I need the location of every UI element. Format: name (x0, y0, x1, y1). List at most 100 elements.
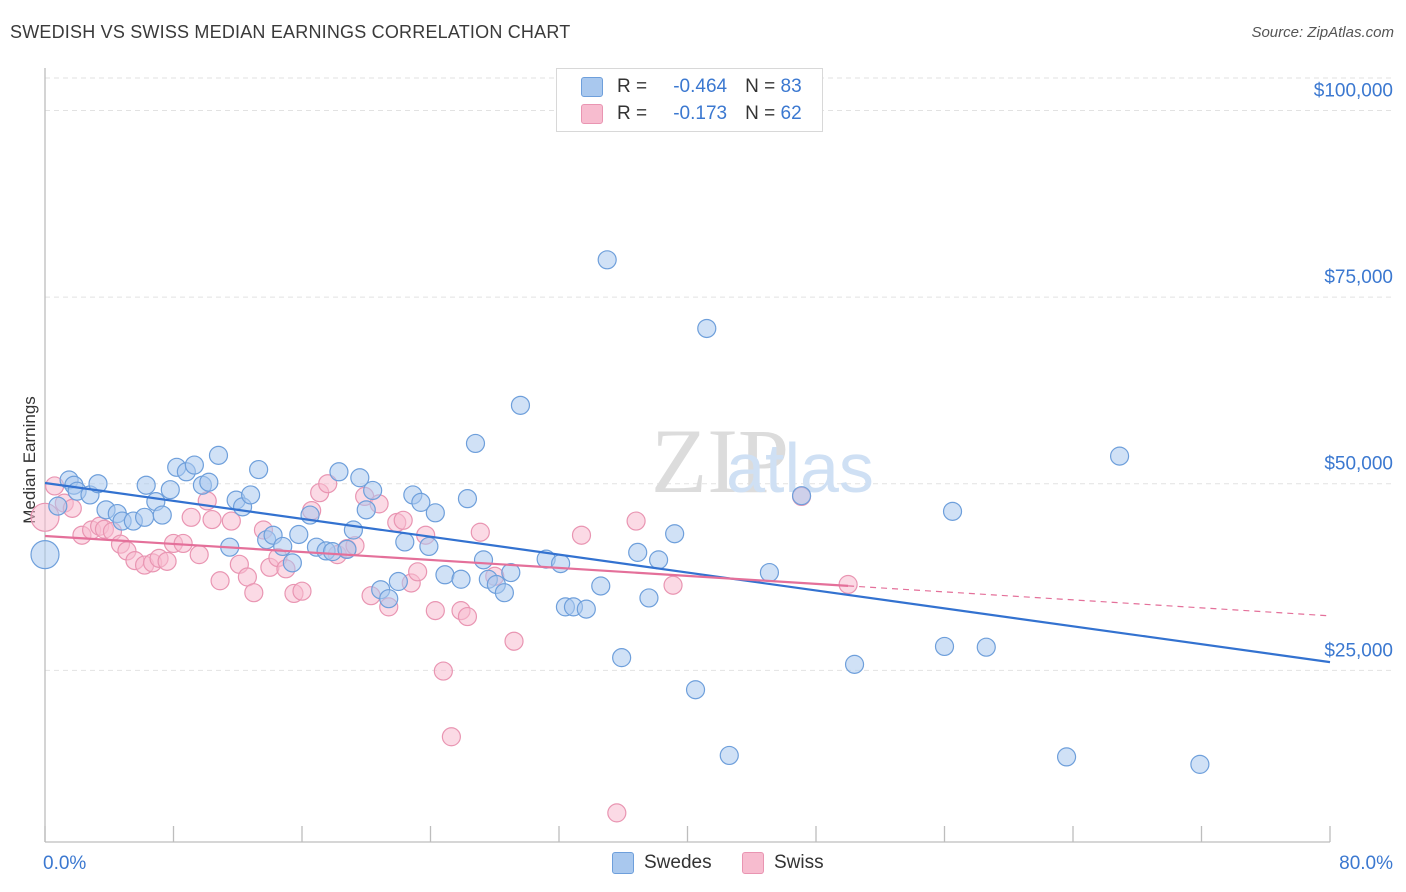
swiss-point (425, 601, 445, 621)
axes (44, 68, 1331, 843)
swedes-point (241, 485, 261, 505)
correlation-legend: R = -0.464 N = 83 R = -0.173 N = 62 (556, 68, 823, 132)
swedes-swatch (581, 77, 603, 97)
swedes-legend-swatch (612, 852, 634, 874)
swedes-point (1109, 446, 1130, 466)
watermark-zip: ZIP (651, 410, 789, 512)
swedes-point (136, 475, 156, 495)
swiss-point (470, 522, 490, 542)
swedes-point (289, 524, 309, 545)
swedes-point (48, 496, 68, 516)
trend-lines (44, 481, 1331, 664)
swiss-point (663, 575, 683, 595)
swedes-point (685, 680, 706, 700)
swiss-point (626, 511, 646, 531)
swedes-point (273, 536, 293, 557)
swiss-point (292, 581, 312, 601)
swiss-point (408, 562, 428, 582)
r-value: -0.464 (673, 76, 728, 97)
swedes-point (597, 250, 617, 270)
swedes-point (697, 318, 717, 339)
swedes-point (363, 480, 383, 501)
y-tick-label: $25,000 (1324, 640, 1393, 661)
swedes-point (648, 550, 669, 570)
swedes-point (134, 507, 155, 527)
r-value: -0.173 (673, 103, 728, 124)
swiss-legend-swatch (742, 852, 764, 874)
swiss-trend-line-extension (848, 585, 1331, 617)
swiss-point (571, 525, 592, 545)
swedes-point (356, 500, 376, 520)
swedes-point (1190, 754, 1210, 774)
y-tick-label: $100,000 (1314, 81, 1393, 102)
swedes-point (1056, 747, 1077, 767)
swiss-point (457, 606, 478, 627)
n-label: N = (745, 76, 776, 97)
swedes-point (473, 550, 494, 570)
swiss-point (221, 511, 241, 531)
swiss-trend-line (44, 534, 849, 587)
swedes-point (628, 542, 648, 562)
n-value: 62 (780, 103, 802, 124)
swedes-point (208, 445, 229, 465)
swedes-legend-label: Swedes (644, 852, 712, 873)
legend-row-swiss: R = -0.173 N = 62 (581, 102, 802, 126)
swedes-point (249, 459, 269, 480)
swiss-point (244, 583, 264, 603)
swedes-point (425, 503, 445, 523)
swedes-point (282, 553, 302, 573)
swedes-point (184, 455, 204, 475)
swedes-point (551, 553, 571, 574)
swedes-point (976, 637, 996, 657)
swedes-point (791, 486, 812, 506)
swedes-point (639, 588, 659, 608)
swedes-point (350, 468, 370, 488)
x-tick-label-start: 0.0% (43, 853, 86, 874)
x-tick-label-end: 80.0% (1339, 853, 1393, 874)
swedes-point (844, 654, 865, 674)
swedes-point (494, 583, 514, 603)
swiss-point (210, 571, 230, 591)
swedes-point (30, 540, 60, 570)
swiss-point (433, 661, 453, 681)
swedes-point (719, 745, 739, 766)
swiss-point (441, 727, 461, 747)
tick-labels: $25,000 $50,000 $75,000 $100,000 0.0% 80.0% (43, 81, 1393, 874)
swedes-point (759, 562, 780, 583)
swiss-point (607, 803, 627, 823)
swedes-point (501, 562, 521, 583)
legend-row-swedes: R = -0.464 N = 83 (581, 75, 802, 99)
swedes-point (612, 648, 632, 668)
swedes-point (451, 569, 471, 589)
r-label: R = (617, 103, 648, 124)
swedes-point (411, 492, 431, 512)
swiss-point (318, 474, 338, 494)
swedes-point (160, 480, 180, 500)
swiss-point (189, 545, 209, 565)
legend-item-swiss[interactable]: Swiss (742, 852, 824, 874)
swedes-point (395, 532, 415, 552)
swiss-legend-label: Swiss (774, 852, 824, 873)
swedes-point (435, 565, 455, 585)
y-tick-label: $75,000 (1324, 267, 1393, 288)
swiss-point (393, 510, 413, 530)
swedes-point (199, 472, 219, 492)
chart-title: SWEDISH VS SWISS MEDIAN EARNINGS CORRELA… (10, 22, 571, 42)
swiss-point (181, 507, 201, 527)
swiss-point (202, 509, 222, 530)
swiss-points (30, 474, 858, 823)
swedes-point (379, 589, 399, 609)
swedes-point (329, 462, 349, 482)
swedes-point (665, 524, 685, 544)
swedes-points (30, 250, 1210, 774)
swedes-point (88, 474, 108, 494)
n-value: 83 (780, 76, 802, 97)
swedes-point (152, 505, 172, 525)
n-label: N = (745, 103, 776, 124)
swiss-point (504, 631, 524, 651)
swedes-point (343, 520, 363, 540)
swedes-point (591, 576, 611, 596)
legend-item-swedes[interactable]: Swedes (612, 852, 712, 874)
swiss-point (157, 551, 177, 571)
